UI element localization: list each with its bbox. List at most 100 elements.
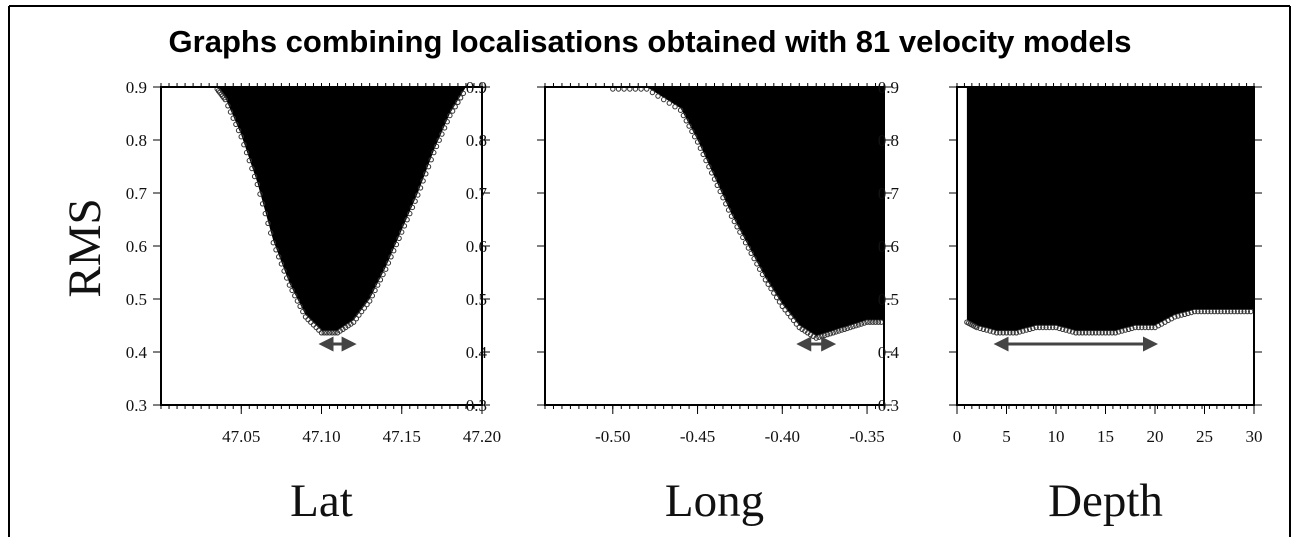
data-point <box>308 319 314 325</box>
data-point <box>990 329 996 335</box>
data-point <box>977 325 983 332</box>
data-point <box>1086 330 1092 336</box>
data-point <box>276 254 282 260</box>
data-point <box>367 298 373 304</box>
y-tick-label: 0.6 <box>126 237 147 256</box>
y-tick-label: 0.4 <box>878 343 900 362</box>
data-point <box>788 314 794 320</box>
data-point <box>734 224 740 230</box>
data-point <box>855 322 862 328</box>
data-point <box>1205 308 1211 315</box>
data-point <box>452 104 458 110</box>
data-point <box>1003 330 1010 336</box>
data-point <box>757 266 763 272</box>
y-axis-label: RMS <box>59 198 111 297</box>
data-point <box>984 327 990 333</box>
data-point <box>431 149 437 156</box>
x-tick-label: 47.10 <box>302 427 340 446</box>
data-point <box>779 303 785 309</box>
data-point <box>870 319 876 325</box>
data-point <box>759 271 766 278</box>
data-point <box>447 112 453 119</box>
data-point <box>310 322 317 328</box>
x-tick-label: -0.35 <box>849 427 884 446</box>
data-point <box>1033 324 1039 331</box>
data-point <box>1092 330 1099 336</box>
data-point <box>420 178 426 184</box>
data-point <box>1066 328 1072 334</box>
data-point <box>1096 330 1102 336</box>
data-point <box>1195 308 1201 315</box>
data-point <box>987 328 993 334</box>
data-point <box>436 137 442 143</box>
data-point <box>364 301 370 308</box>
data-point <box>292 293 298 299</box>
data-point <box>259 201 266 207</box>
data-point <box>449 108 456 114</box>
data-point <box>768 285 774 292</box>
y-tick-label: 0.8 <box>878 131 899 150</box>
data-point <box>709 170 715 176</box>
data-point <box>329 330 335 336</box>
data-point <box>417 185 424 191</box>
data-point <box>1129 325 1135 332</box>
data-point <box>785 310 791 317</box>
x-tick-label: 10 <box>1048 427 1065 446</box>
data-point <box>1030 325 1036 332</box>
y-tick-label: 0.5 <box>466 290 487 309</box>
x-tick-label: 47.20 <box>463 427 501 446</box>
data-point <box>233 121 239 128</box>
data-point <box>1079 330 1086 336</box>
data-point <box>1135 324 1142 331</box>
data-point <box>227 109 234 115</box>
data-point <box>356 312 362 318</box>
x-tick-label: 0 <box>953 427 962 446</box>
data-point <box>1201 308 1208 315</box>
x-tick-label: 15 <box>1097 427 1114 446</box>
data-point <box>457 95 464 101</box>
x-tick-label: 20 <box>1147 427 1164 446</box>
y-tick-label: 0.9 <box>878 78 899 97</box>
data-point <box>717 188 723 195</box>
data-point <box>332 330 338 336</box>
data-point <box>847 324 853 331</box>
data-point <box>1208 308 1214 315</box>
data-point <box>1083 330 1089 336</box>
data-point <box>782 307 788 313</box>
data-point <box>711 176 718 182</box>
data-point <box>372 287 378 294</box>
data-point <box>254 181 260 188</box>
data-point <box>875 319 882 325</box>
data-point <box>1139 324 1145 331</box>
x-tick-label: -0.50 <box>595 427 630 446</box>
data-point <box>853 323 859 329</box>
data-point <box>302 314 309 320</box>
data-point <box>816 334 822 340</box>
data-point <box>265 220 271 227</box>
data-point <box>1050 324 1056 331</box>
data-point <box>1185 310 1191 317</box>
data-point <box>754 261 760 267</box>
data-point <box>742 240 749 246</box>
data-point <box>1122 327 1129 333</box>
data-point <box>1215 308 1221 315</box>
data-point <box>714 182 720 189</box>
data-point <box>407 210 413 217</box>
data-point <box>222 96 228 103</box>
y-tick-label: 0.5 <box>126 290 147 309</box>
data-point <box>680 112 687 119</box>
data-point <box>819 333 825 339</box>
data-point <box>737 229 743 235</box>
x-tick-label: 47.15 <box>383 427 421 446</box>
data-point <box>289 287 295 294</box>
data-point <box>305 316 311 323</box>
data-point <box>790 317 797 324</box>
data-point <box>428 157 434 163</box>
y-tick-label: 0.8 <box>466 131 487 150</box>
data-point <box>286 282 293 288</box>
data-point <box>1073 330 1079 336</box>
data-point <box>1026 326 1033 332</box>
data-point <box>850 323 856 330</box>
data-point <box>297 303 303 309</box>
data-point <box>393 241 400 248</box>
